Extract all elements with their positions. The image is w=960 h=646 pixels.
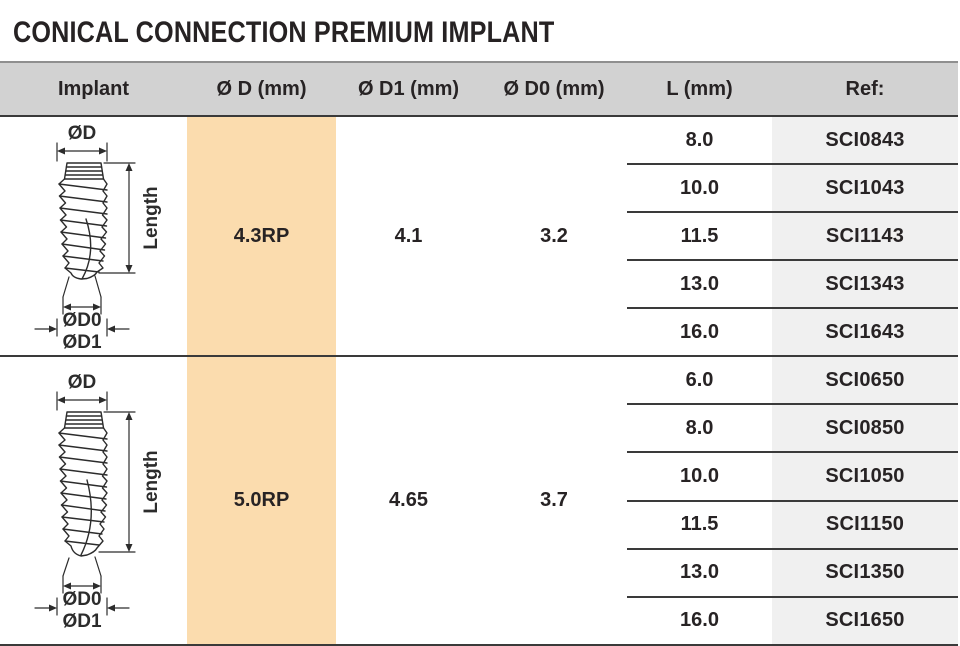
length-value: 8.0 [685, 416, 714, 439]
diameter-d1-value: 4.65 [389, 489, 428, 511]
table-row: 13.0 SCI1343 [627, 261, 958, 309]
length-value: 10.0 [680, 464, 719, 487]
ref-value: SCI1143 [772, 213, 958, 259]
col-header-length: L (mm) [666, 77, 733, 100]
table-row: 10.0 SCI1043 [627, 165, 958, 213]
diameter-d-value: 4.3RP [187, 117, 336, 355]
table-row: 8.0 SCI0850 [627, 405, 958, 454]
implant-group-50rp: ØD Length [0, 357, 958, 646]
dim-label-d: ØD [67, 372, 96, 393]
ref-value: SCI1350 [772, 549, 958, 596]
length-value: 16.0 [680, 320, 719, 343]
ref-value: SCI1043 [772, 165, 958, 211]
table-row: 8.0 SCI0843 [627, 117, 958, 165]
implant-diagram-cell: ØD Length [0, 357, 187, 644]
table-row: 6.0 SCI0650 [627, 357, 958, 406]
implant-spec-table: Implant Ø D (mm) Ø D1 (mm) Ø D0 (mm) L (… [0, 61, 958, 646]
ref-value: SCI0850 [772, 405, 958, 452]
diameter-d0-value: 3.7 [540, 489, 568, 511]
ref-value: SCI0843 [772, 117, 958, 163]
diameter-d1-value: 4.1 [394, 224, 423, 247]
length-value: 13.0 [680, 561, 719, 584]
dim-label-d: ØD [67, 123, 96, 144]
length-value: 16.0 [680, 609, 719, 632]
diameter-d-value: 5.0RP [187, 357, 336, 644]
col-header-diameter-d1: Ø D1 (mm) [357, 77, 460, 100]
length-ref-subrows: 8.0 SCI0843 10.0 SCI1043 11.5 SCI1143 13… [627, 117, 958, 355]
length-value: 10.0 [680, 176, 719, 199]
dim-label-length: Length [141, 450, 162, 513]
length-ref-subrows: 6.0 SCI0650 8.0 SCI0850 10.0 SCI1050 11.… [627, 357, 958, 645]
table-row: 13.0 SCI1350 [627, 549, 958, 598]
table-row: 16.0 SCI1643 [627, 309, 958, 355]
dim-label-d1: ØD1 [62, 611, 102, 632]
page-title: CONICAL CONNECTION PREMIUM IMPLANT [13, 16, 555, 49]
ref-value: SCI0650 [772, 357, 958, 404]
implant-diagram-cell: ØD Length [0, 117, 187, 355]
length-value: 8.0 [685, 128, 714, 151]
length-value: 13.0 [680, 272, 719, 295]
ref-value: SCI1643 [772, 309, 958, 355]
table-row: 11.5 SCI1150 [627, 501, 958, 550]
dim-label-d1: ØD1 [62, 332, 102, 351]
ref-value: SCI1650 [772, 597, 958, 645]
ref-value: SCI1150 [772, 501, 958, 548]
length-value: 11.5 [680, 513, 719, 536]
table-row: 10.0 SCI1050 [627, 453, 958, 502]
col-header-diameter-d: Ø D (mm) [216, 77, 307, 100]
length-value: 11.5 [680, 224, 719, 247]
dim-label-d0: ØD0 [62, 310, 101, 331]
diameter-d0-value: 3.2 [540, 224, 568, 247]
ref-value: SCI1050 [772, 453, 958, 500]
dim-label-length: Length [141, 186, 162, 249]
ref-value: SCI1343 [772, 261, 958, 307]
col-header-implant: Implant [57, 77, 130, 100]
table-header-row: Implant Ø D (mm) Ø D1 (mm) Ø D0 (mm) L (… [0, 61, 958, 117]
col-header-diameter-d0: Ø D0 (mm) [503, 77, 605, 100]
implant-technical-drawing: ØD Length [33, 123, 162, 351]
dim-label-d0: ØD0 [62, 589, 101, 610]
length-value: 6.0 [685, 368, 714, 391]
table-row: 11.5 SCI1143 [627, 213, 958, 261]
col-header-ref: Ref: [845, 77, 885, 100]
implant-group-43rp: ØD Length [0, 117, 958, 357]
implant-technical-drawing: ØD Length [33, 372, 162, 632]
table-row: 16.0 SCI1650 [627, 597, 958, 645]
